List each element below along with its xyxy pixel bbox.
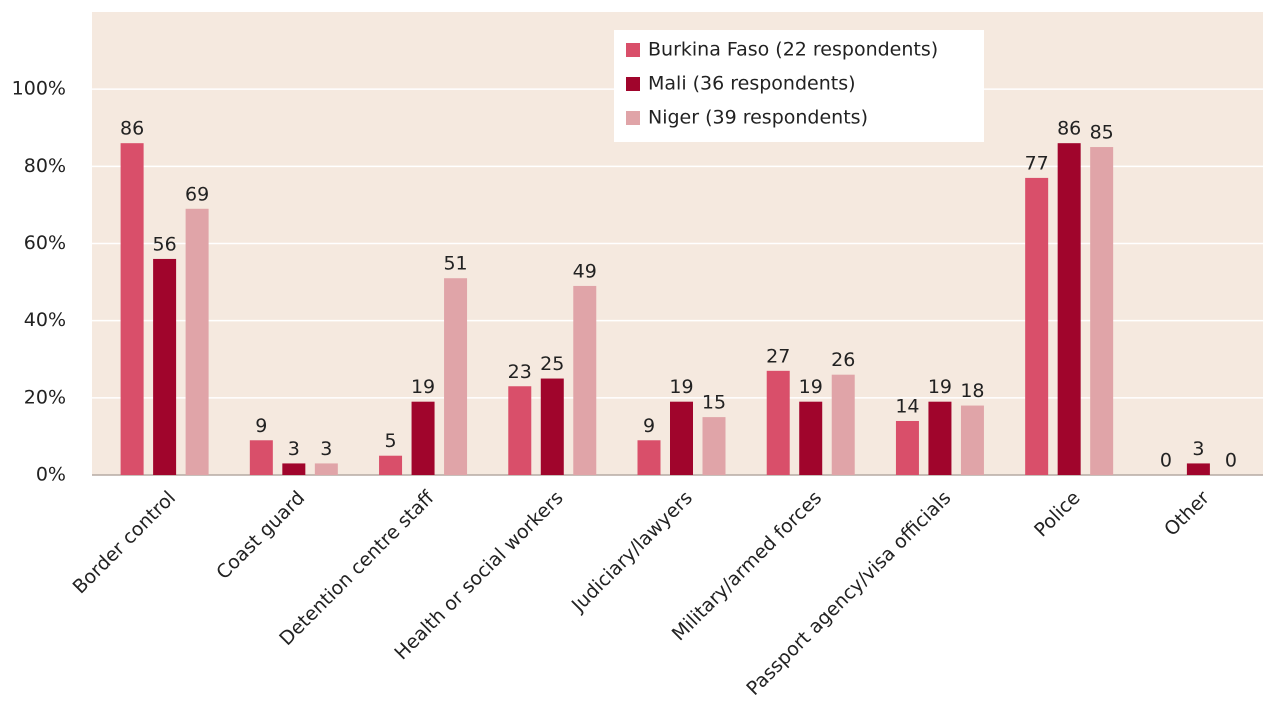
value-label: 27: [766, 345, 790, 367]
value-label: 9: [643, 415, 655, 437]
value-label: 19: [669, 376, 693, 398]
bar: [444, 278, 468, 475]
legend-label: Niger (39 respondents): [648, 107, 868, 129]
value-label: 0: [1225, 450, 1237, 472]
x-tick-label: Other: [1160, 487, 1214, 541]
value-label: 3: [1192, 438, 1204, 460]
bar: [928, 401, 952, 475]
x-tick-label: Judiciary/lawyers: [567, 487, 697, 617]
bar: [1186, 463, 1210, 475]
bar: [895, 420, 919, 475]
y-tick-label: 0%: [36, 464, 66, 486]
value-label: 25: [540, 353, 564, 375]
value-label: 56: [153, 233, 177, 255]
value-label: 3: [288, 438, 300, 460]
bar: [153, 258, 177, 475]
legend-label: Mali (36 respondents): [648, 73, 856, 95]
bar: [670, 401, 693, 475]
y-tick-label: 100%: [12, 78, 66, 100]
value-label: 19: [411, 376, 435, 398]
legend-swatch: [626, 43, 640, 57]
bar: [1025, 177, 1049, 476]
bar: [120, 143, 144, 475]
x-tick-label: Police: [1030, 487, 1085, 542]
bar: [379, 455, 403, 475]
value-label: 0: [1160, 450, 1172, 472]
bar: [637, 440, 661, 475]
value-label: 18: [960, 380, 984, 402]
value-label: 77: [1025, 152, 1049, 174]
value-label: 86: [120, 118, 144, 140]
bar: [573, 285, 597, 475]
value-label: 69: [185, 183, 209, 205]
value-label: 23: [508, 361, 532, 383]
bar: [249, 440, 273, 475]
value-label: 9: [255, 415, 267, 437]
bar: [508, 386, 532, 475]
bar: [766, 370, 790, 475]
x-tick-label: Border control: [69, 487, 180, 598]
bar: [185, 208, 209, 475]
value-label: 49: [573, 260, 597, 282]
value-label: 86: [1057, 118, 1081, 140]
bar: [1057, 143, 1081, 475]
legend-swatch: [626, 77, 640, 91]
y-tick-label: 80%: [24, 155, 66, 177]
bar: [960, 405, 984, 475]
bar: [282, 463, 306, 475]
legend-swatch: [626, 111, 640, 125]
value-label: 3: [320, 438, 332, 460]
x-tick-label: Passport agency/visa officials: [742, 487, 955, 700]
x-tick-label: Military/armed forces: [668, 487, 826, 645]
bar: [702, 417, 726, 475]
bar: [1090, 147, 1114, 475]
x-tick-label: Coast guard: [212, 487, 309, 584]
bar: [314, 463, 338, 475]
bar: [411, 401, 435, 475]
value-label: 5: [385, 430, 397, 452]
value-label: 19: [928, 376, 952, 398]
bar: [831, 374, 855, 475]
y-tick-label: 20%: [24, 386, 66, 408]
value-label: 26: [831, 349, 855, 371]
value-label: 51: [443, 253, 467, 275]
legend-label: Burkina Faso (22 respondents): [648, 39, 938, 61]
value-label: 14: [895, 395, 919, 417]
value-label: 85: [1090, 122, 1114, 144]
y-tick-label: 40%: [24, 309, 66, 331]
legend-box: [614, 30, 984, 142]
bar: [540, 378, 564, 475]
value-label: 19: [799, 376, 823, 398]
value-label: 15: [702, 392, 726, 414]
bar: [799, 401, 823, 475]
y-tick-label: 60%: [24, 232, 66, 254]
